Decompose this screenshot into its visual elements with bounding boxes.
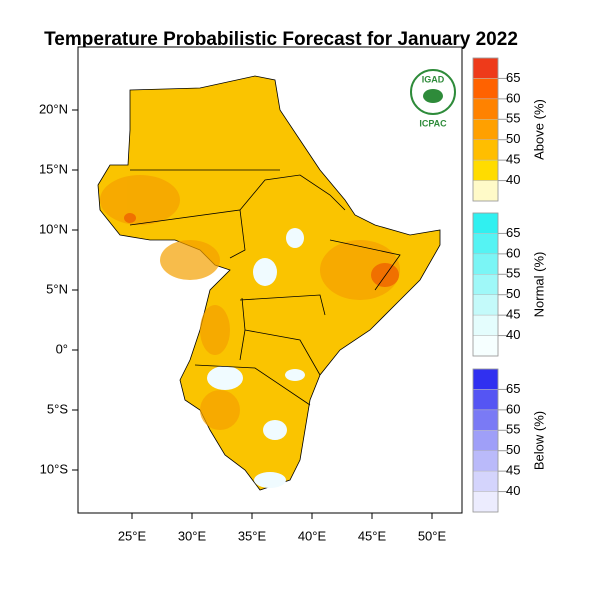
- colorbar-frame: [472, 368, 499, 513]
- colorbar-segment: [472, 409, 499, 431]
- colorbar-label: 40: [506, 327, 520, 342]
- logo-bottom: ICPAC: [419, 118, 447, 128]
- colorbar-segment: [472, 430, 499, 451]
- colorbar-label: 45: [506, 307, 520, 322]
- colorbar-frame: [472, 212, 499, 357]
- lon-label: 25°E: [118, 528, 147, 543]
- lon-label: 30°E: [178, 528, 207, 543]
- logo-map: [423, 89, 443, 103]
- lon-label: 50°E: [418, 528, 447, 543]
- colorbar-segment: [472, 253, 499, 275]
- colorbar-segment: [472, 389, 499, 411]
- colorbar-label: 50: [506, 131, 520, 146]
- colorbar-segment: [472, 78, 499, 100]
- lat-label: 0°: [56, 341, 68, 356]
- colorbar-segment: [472, 139, 499, 161]
- logo-top: IGAD: [422, 74, 445, 84]
- title: Temperature Probabilistic Forecast for J…: [44, 29, 518, 50]
- colorbar-label: 60: [506, 245, 520, 260]
- colorbar-segment: [472, 212, 499, 234]
- colorbar-label: 40: [506, 483, 520, 498]
- colorbar-segment: [472, 294, 499, 316]
- lat-label: 15°N: [39, 161, 68, 176]
- lat-label: 10°N: [39, 221, 68, 236]
- hotspot: [371, 263, 399, 287]
- colorbar-label: 40: [506, 172, 520, 187]
- lat-label: 5°S: [47, 401, 68, 416]
- colorbar-segment: [472, 470, 499, 492]
- colorbar-label: 45: [506, 152, 520, 167]
- colorbar-segment: [472, 491, 499, 513]
- colorbar-label: 45: [506, 463, 520, 478]
- colorbar-segment: [472, 314, 499, 336]
- lon-label: 45°E: [358, 528, 387, 543]
- colorbar-label: 55: [506, 422, 520, 437]
- colorbar-segment: [472, 335, 499, 357]
- borders: [129, 169, 401, 406]
- colorbar-label: 65: [506, 225, 520, 240]
- colorbar-segment: [472, 98, 499, 120]
- colorbar-label: 65: [506, 381, 520, 396]
- colorbar-segment: [472, 180, 499, 202]
- hotspot: [124, 213, 136, 223]
- lat-label: 5°N: [46, 281, 68, 296]
- colorbar-segment: [472, 119, 499, 140]
- colorbar-segment: [472, 57, 499, 79]
- colorbar-title: Normal (%): [531, 252, 546, 318]
- colorbar-segment: [472, 450, 499, 472]
- map: [97, 75, 441, 491]
- lon-label: 35°E: [238, 528, 267, 543]
- colorbar-label: 50: [506, 442, 520, 457]
- colorbar-label: 60: [506, 401, 520, 416]
- colorbar-segment: [472, 159, 499, 181]
- colorbar-label: 55: [506, 111, 520, 126]
- colorbar-segment: [472, 368, 499, 390]
- colorbar-label: 55: [506, 266, 520, 281]
- colorbar-title: Above (%): [531, 99, 546, 160]
- blobs: [207, 228, 305, 488]
- colorbar-title: Below (%): [531, 411, 546, 470]
- colorbar-label: 60: [506, 90, 520, 105]
- logo: IGAD ICPAC: [410, 69, 456, 128]
- colorbar-frame: [472, 57, 499, 202]
- lat-label: 10°S: [40, 461, 69, 476]
- colorbar-segment: [472, 233, 499, 255]
- colorbar-label: 65: [506, 70, 520, 85]
- lat-label: 20°N: [39, 101, 68, 116]
- colorbar-label: 50: [506, 286, 520, 301]
- colorbar-segment: [472, 274, 499, 295]
- lon-label: 40°E: [298, 528, 327, 543]
